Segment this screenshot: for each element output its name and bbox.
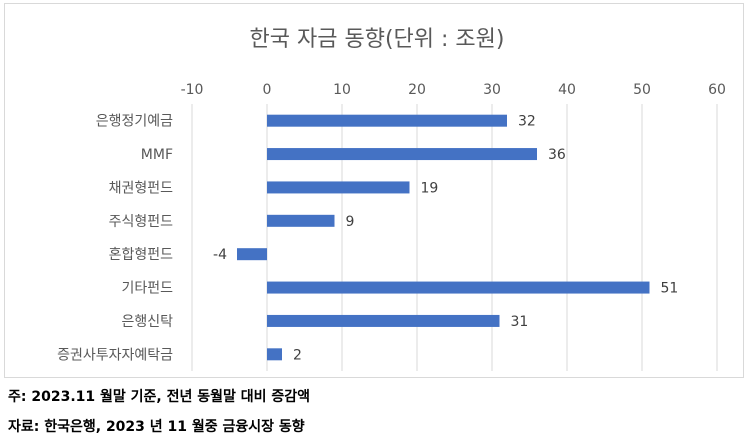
- data-labels: 32 36 19 9 -4 51 31 2: [213, 114, 678, 364]
- category-label: 주식형펀드: [109, 214, 174, 230]
- x-tick-label: 30: [483, 82, 501, 98]
- chart-title: 한국 자금 동향(단위 : 조원): [250, 27, 505, 52]
- x-tick-label: 50: [633, 82, 651, 98]
- chart-frame: 한국 자금 동향(단위 : 조원) -10 0 10 20 30 40 50 60 은행정기예…: [4, 3, 744, 378]
- x-tick-label: -10: [181, 82, 204, 98]
- x-tick-label: 10: [333, 82, 351, 98]
- x-tick-label: 40: [558, 82, 576, 98]
- bar: [267, 114, 507, 127]
- footnote: 주: 2023.11 월말 기준, 전년 동월말 대비 증감액: [8, 389, 310, 405]
- data-label: 51: [661, 281, 679, 297]
- data-label: -4: [213, 247, 227, 263]
- source-note: 자료: 한국은행, 2023 년 11 월중 금융시장 동향: [8, 419, 305, 435]
- bar: [237, 248, 267, 261]
- data-label: 19: [421, 180, 439, 196]
- data-label: 31: [511, 314, 529, 330]
- category-label: MMF: [141, 147, 173, 163]
- bar: [267, 181, 410, 194]
- category-label: 은행신탁: [121, 314, 173, 330]
- x-tick-label: 20: [408, 82, 426, 98]
- category-label: 은행정기예금: [96, 114, 173, 130]
- x-axis-ticks: -10 0 10 20 30 40 50 60: [181, 82, 726, 98]
- bar: [267, 214, 335, 227]
- data-label: 32: [518, 114, 536, 130]
- x-tick-label: 60: [708, 82, 726, 98]
- data-label: 2: [293, 347, 302, 363]
- bar: [267, 314, 500, 327]
- category-label: 혼합형펀드: [109, 247, 174, 263]
- bar-chart: 한국 자금 동향(단위 : 조원) -10 0 10 20 30 40 50 60 은행정기예…: [57, 27, 726, 371]
- data-label: 9: [346, 214, 355, 230]
- bar: [267, 281, 650, 294]
- category-label: 채권형펀드: [109, 180, 174, 196]
- data-label: 36: [548, 147, 566, 163]
- bar: [267, 348, 282, 361]
- x-tick-label: 0: [263, 82, 272, 98]
- category-label: 증권사투자자예탁금: [57, 347, 173, 363]
- bar: [267, 148, 537, 161]
- gridlines: [191, 104, 718, 371]
- category-label: 기타펀드: [121, 281, 173, 297]
- category-labels: 은행정기예금 MMF 채권형펀드주식형펀드혼합형펀드기타펀드은행신탁증권사투자자예탁…: [57, 114, 173, 364]
- bars: [237, 114, 650, 361]
